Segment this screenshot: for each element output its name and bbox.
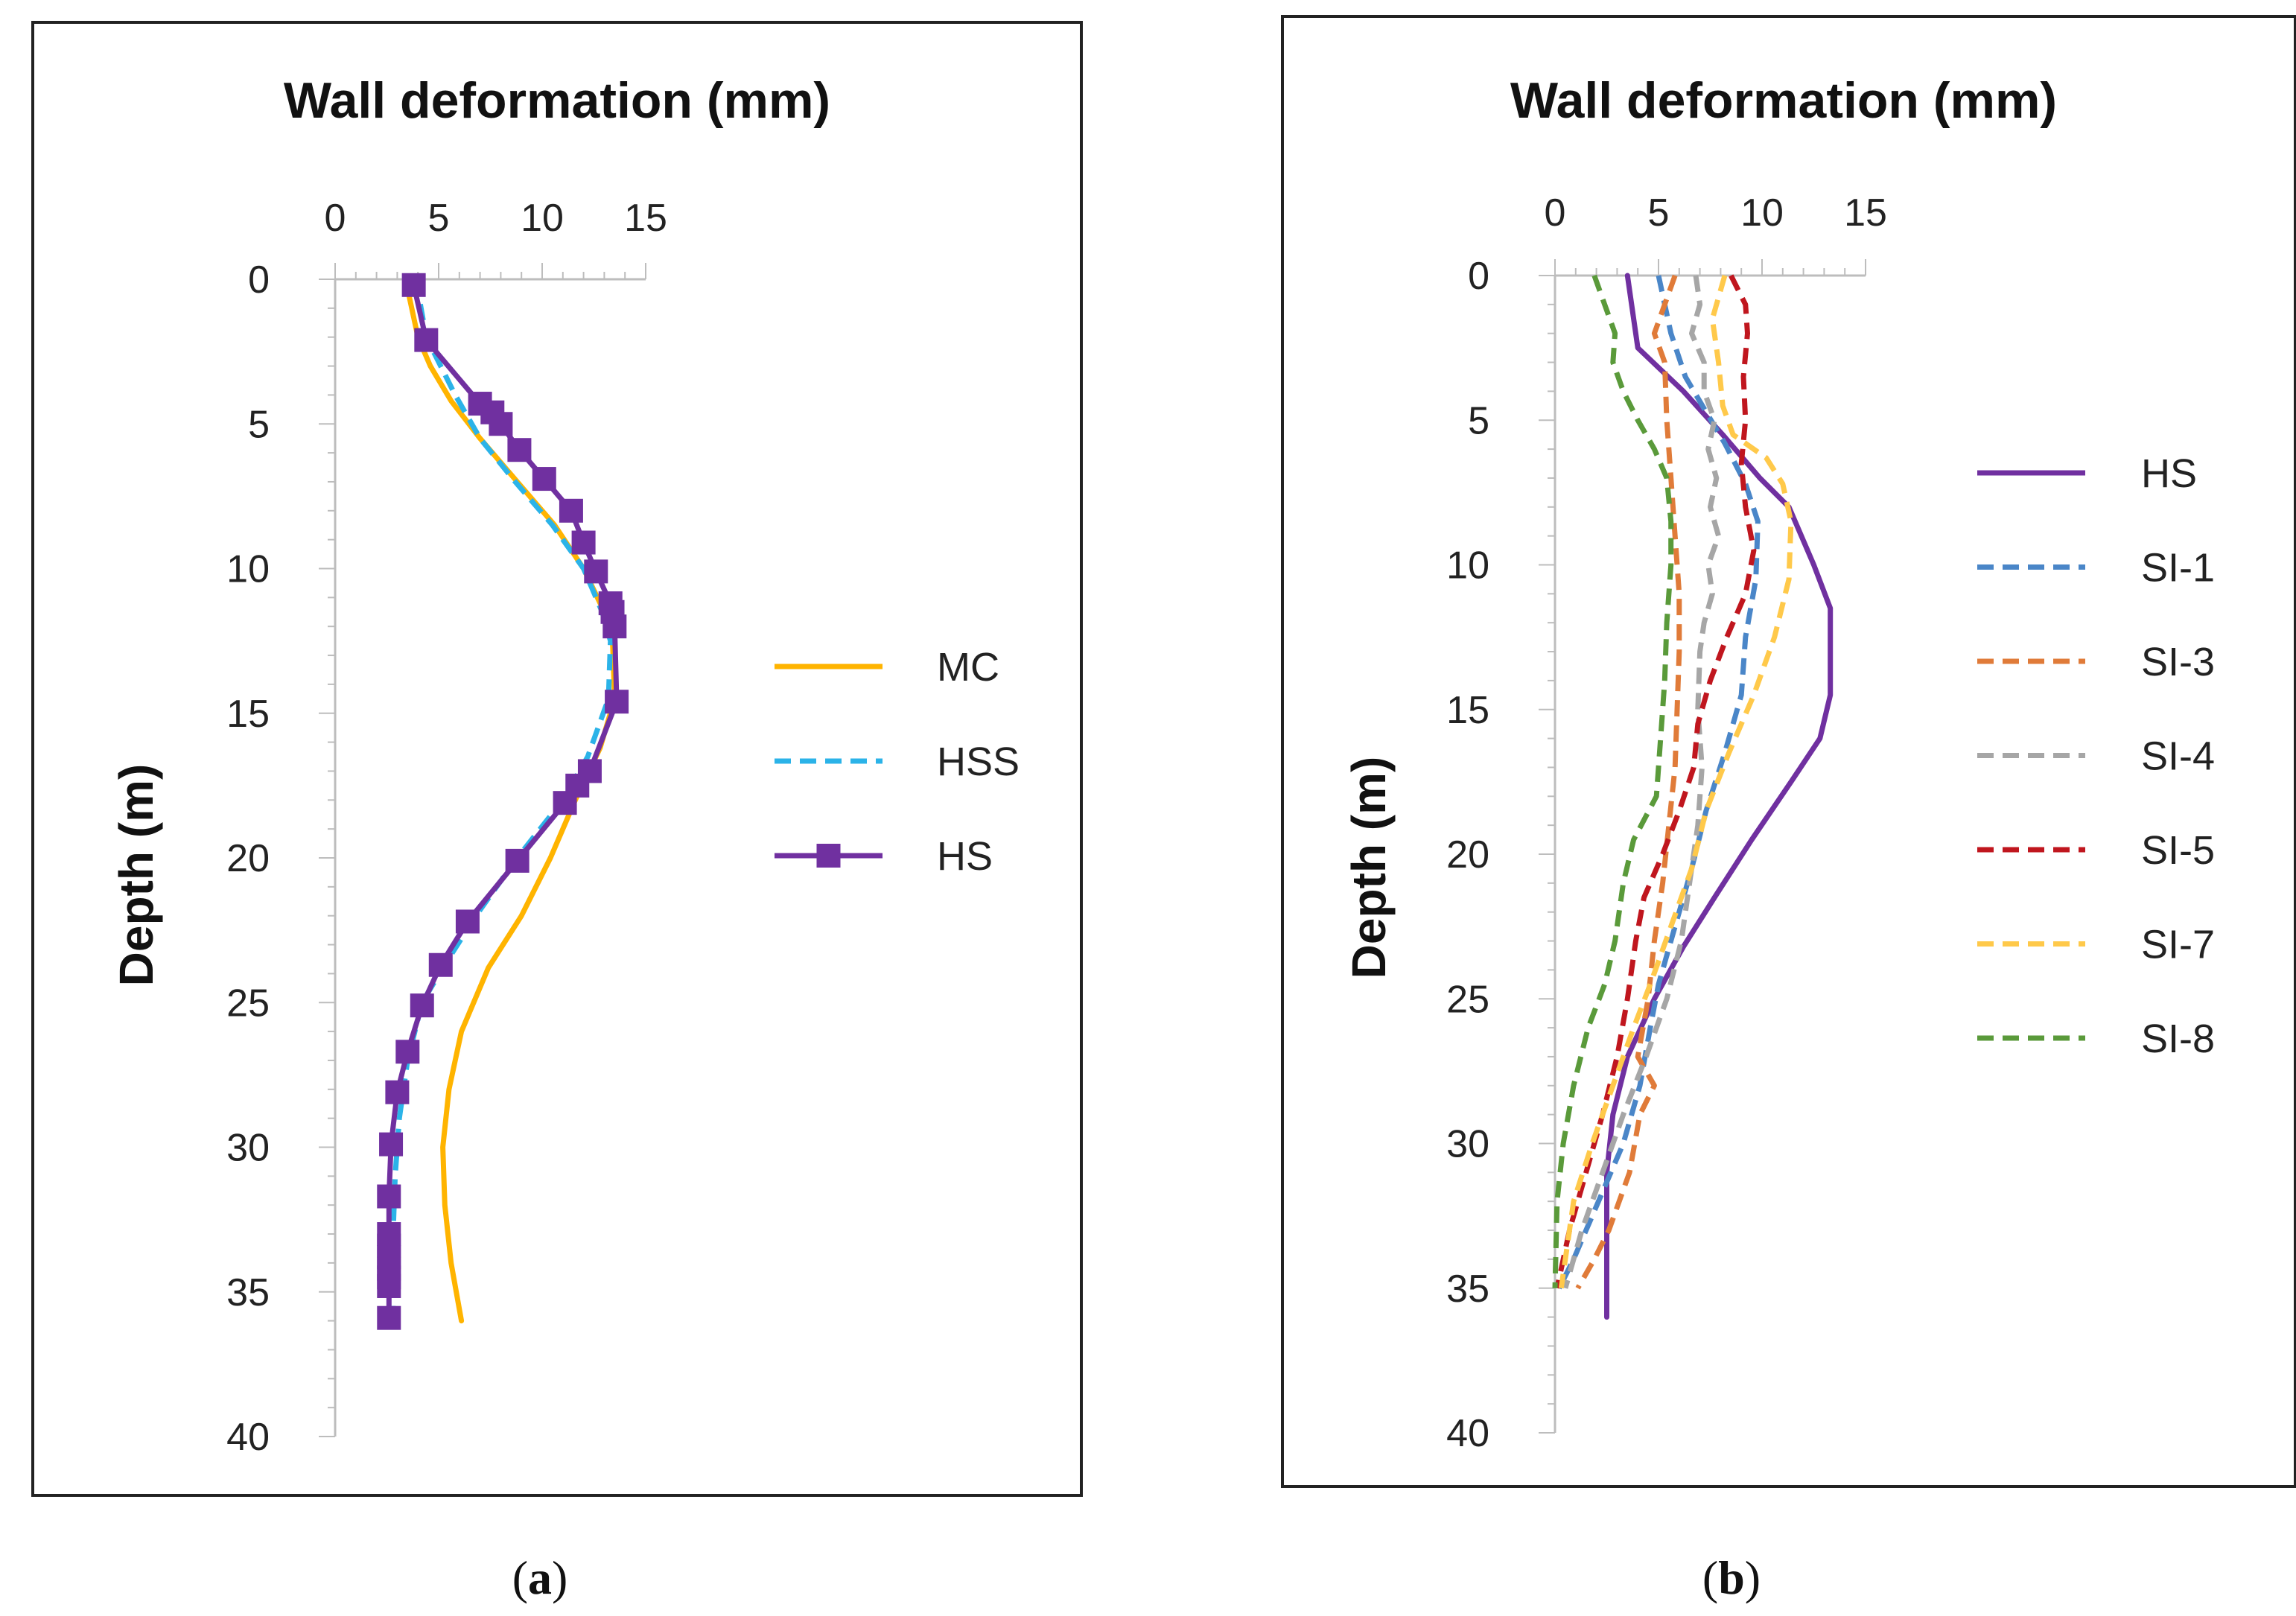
panel-a-ylabel: Depth (m) bbox=[109, 764, 163, 987]
series-point-hs bbox=[401, 273, 426, 297]
y-tick-label: 0 bbox=[1468, 255, 1489, 298]
y-tick-label: 20 bbox=[226, 837, 270, 880]
legend-label-hss: HSS bbox=[937, 739, 1020, 784]
y-tick-label: 5 bbox=[1468, 399, 1489, 442]
panel-a: Wall deformation (mm) 0 5 10 15 0 5 10 15 20 25 30… bbox=[31, 21, 1083, 1497]
legend-label-hs: HS bbox=[937, 834, 993, 879]
x-tick-label: 10 bbox=[1740, 191, 1784, 235]
panel-b-ylabel: Depth (m) bbox=[1342, 757, 1396, 979]
y-tick-label: 30 bbox=[1446, 1123, 1489, 1166]
series-point-hs bbox=[379, 1132, 404, 1157]
y-tick-label: 10 bbox=[1446, 544, 1489, 588]
y-tick-label: 35 bbox=[1446, 1267, 1489, 1311]
x-tick-label: 5 bbox=[1648, 191, 1670, 235]
y-tick-label: 25 bbox=[226, 982, 270, 1025]
legend-label-si-7: SI-7 bbox=[2141, 923, 2215, 967]
series-point-hs bbox=[559, 498, 583, 523]
series-line-si-4 bbox=[1562, 275, 1722, 1289]
series-line-si-8 bbox=[1552, 274, 1674, 1288]
series-line-hs bbox=[1604, 273, 1834, 1320]
legend-label-si-5: SI-5 bbox=[2141, 828, 2215, 873]
panel-a-legend: MC HSS HS bbox=[775, 645, 1020, 879]
x-tick-label: 15 bbox=[624, 197, 667, 240]
series-point-hs bbox=[410, 993, 434, 1018]
panel-a-axes: 0 5 10 15 0 5 10 15 20 25 30 35 40 bbox=[226, 197, 667, 1459]
legend-label-si-4: SI-4 bbox=[2141, 734, 2215, 779]
y-tick-label: 15 bbox=[226, 693, 270, 736]
panel-b-series bbox=[1552, 273, 1834, 1320]
series-point-hs bbox=[505, 848, 530, 873]
x-tick-label: 5 bbox=[428, 197, 450, 240]
series-point-hs bbox=[605, 690, 629, 714]
series-point-hs bbox=[571, 530, 596, 555]
legend-marker-hs bbox=[816, 844, 841, 868]
caption-b: (b) bbox=[1702, 1551, 1761, 1604]
series-point-hs bbox=[414, 328, 439, 352]
y-tick-label: 0 bbox=[248, 258, 270, 302]
panel-a-title: Wall deformation (mm) bbox=[284, 72, 830, 129]
legend-label-mc: MC bbox=[937, 645, 999, 690]
series-point-hs bbox=[507, 438, 532, 462]
series-point-hs bbox=[428, 952, 453, 977]
panel-b: Wall deformation (mm) 0 5 10 15 0 5 10 15 20 25 30… bbox=[1281, 15, 2296, 1488]
series-point-hs bbox=[377, 1305, 401, 1330]
series-line-si-7 bbox=[1558, 275, 1794, 1289]
panel-b-axes: 0 5 10 15 0 5 10 15 20 25 30 35 40 bbox=[1446, 191, 1887, 1455]
series-point-hs bbox=[489, 412, 513, 436]
legend-label-hs: HS bbox=[2141, 451, 2197, 496]
series-point-hs bbox=[584, 559, 608, 584]
x-tick-label: 10 bbox=[521, 197, 564, 240]
y-tick-label: 30 bbox=[226, 1127, 270, 1170]
y-tick-label: 40 bbox=[226, 1416, 270, 1459]
series-point-hs bbox=[455, 909, 480, 934]
legend-label-si-1: SI-1 bbox=[2141, 546, 2215, 591]
y-tick-label: 10 bbox=[226, 548, 270, 591]
panel-a-series bbox=[377, 273, 629, 1330]
panel-b-frame bbox=[1281, 15, 2296, 1488]
series-point-hs bbox=[553, 791, 577, 815]
y-tick-label: 20 bbox=[1446, 833, 1489, 877]
series-line-si-5 bbox=[1554, 274, 1757, 1289]
series-point-hs bbox=[602, 614, 627, 639]
panel-b-legend: HS SI-1 SI-3 SI-4 SI-5 SI-7 SI-8 bbox=[1977, 451, 2215, 1061]
y-tick-label: 15 bbox=[1446, 689, 1489, 732]
y-tick-label: 5 bbox=[248, 403, 270, 446]
series-point-hs bbox=[395, 1040, 420, 1064]
legend-label-si-8: SI-8 bbox=[2141, 1017, 2215, 1061]
series-line-si-1 bbox=[1556, 275, 1761, 1290]
y-tick-label: 40 bbox=[1446, 1412, 1489, 1455]
series-point-hs bbox=[385, 1080, 410, 1104]
series-line-hss bbox=[390, 279, 614, 1321]
panel-a-frame bbox=[31, 21, 1083, 1497]
legend-label-si-3: SI-3 bbox=[2141, 640, 2215, 684]
series-point-hs bbox=[532, 467, 556, 492]
x-tick-label: 0 bbox=[325, 197, 346, 240]
panel-b-title: Wall deformation (mm) bbox=[1510, 72, 2057, 129]
y-tick-label: 35 bbox=[226, 1271, 270, 1314]
y-tick-label: 25 bbox=[1446, 978, 1489, 1021]
x-tick-label: 0 bbox=[1545, 191, 1566, 235]
caption-a: (a) bbox=[512, 1551, 568, 1604]
series-point-hs bbox=[377, 1184, 401, 1209]
x-tick-label: 15 bbox=[1844, 191, 1887, 235]
series-point-hs bbox=[377, 1273, 401, 1298]
